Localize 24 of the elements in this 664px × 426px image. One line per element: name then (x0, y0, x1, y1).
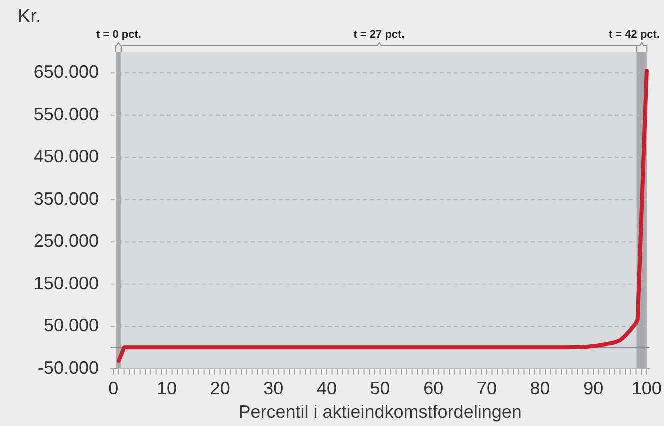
y-tick-label: 250.000 (34, 231, 99, 252)
y-tick-label: -50.000 (38, 358, 99, 378)
x-axis-title: Percentil i aktieindkomstfordelingen (238, 402, 522, 422)
band-label: t = 42 pct. (608, 29, 660, 41)
x-tick-label: 10 (156, 378, 178, 399)
x-tick-label: 20 (210, 378, 230, 399)
x-tick-label: 100 (632, 378, 662, 399)
band-label: t = 0 pct. (96, 29, 142, 41)
y-tick-label: 150.000 (34, 273, 99, 294)
x-tick-label: 70 (476, 378, 497, 399)
y-tick-label: 350.000 (34, 188, 99, 209)
x-tick-label: 80 (530, 378, 550, 399)
x-tick-label: 50 (370, 378, 390, 399)
x-tick-label: 60 (424, 378, 444, 399)
y-tick-label: 450.000 (34, 146, 99, 167)
x-tick-label: 30 (264, 378, 284, 399)
y-tick-label: 550.000 (34, 104, 99, 124)
x-tick-label: 40 (316, 378, 337, 399)
x-tick-label: 90 (584, 378, 604, 399)
x-tick-label: 0 (108, 378, 119, 399)
y-tick-label: 50.000 (44, 316, 99, 336)
band-label: t = 27 pct. (354, 29, 405, 41)
y-tick-label: 650.000 (34, 62, 99, 82)
y-axis-title: Kr. (18, 6, 42, 28)
